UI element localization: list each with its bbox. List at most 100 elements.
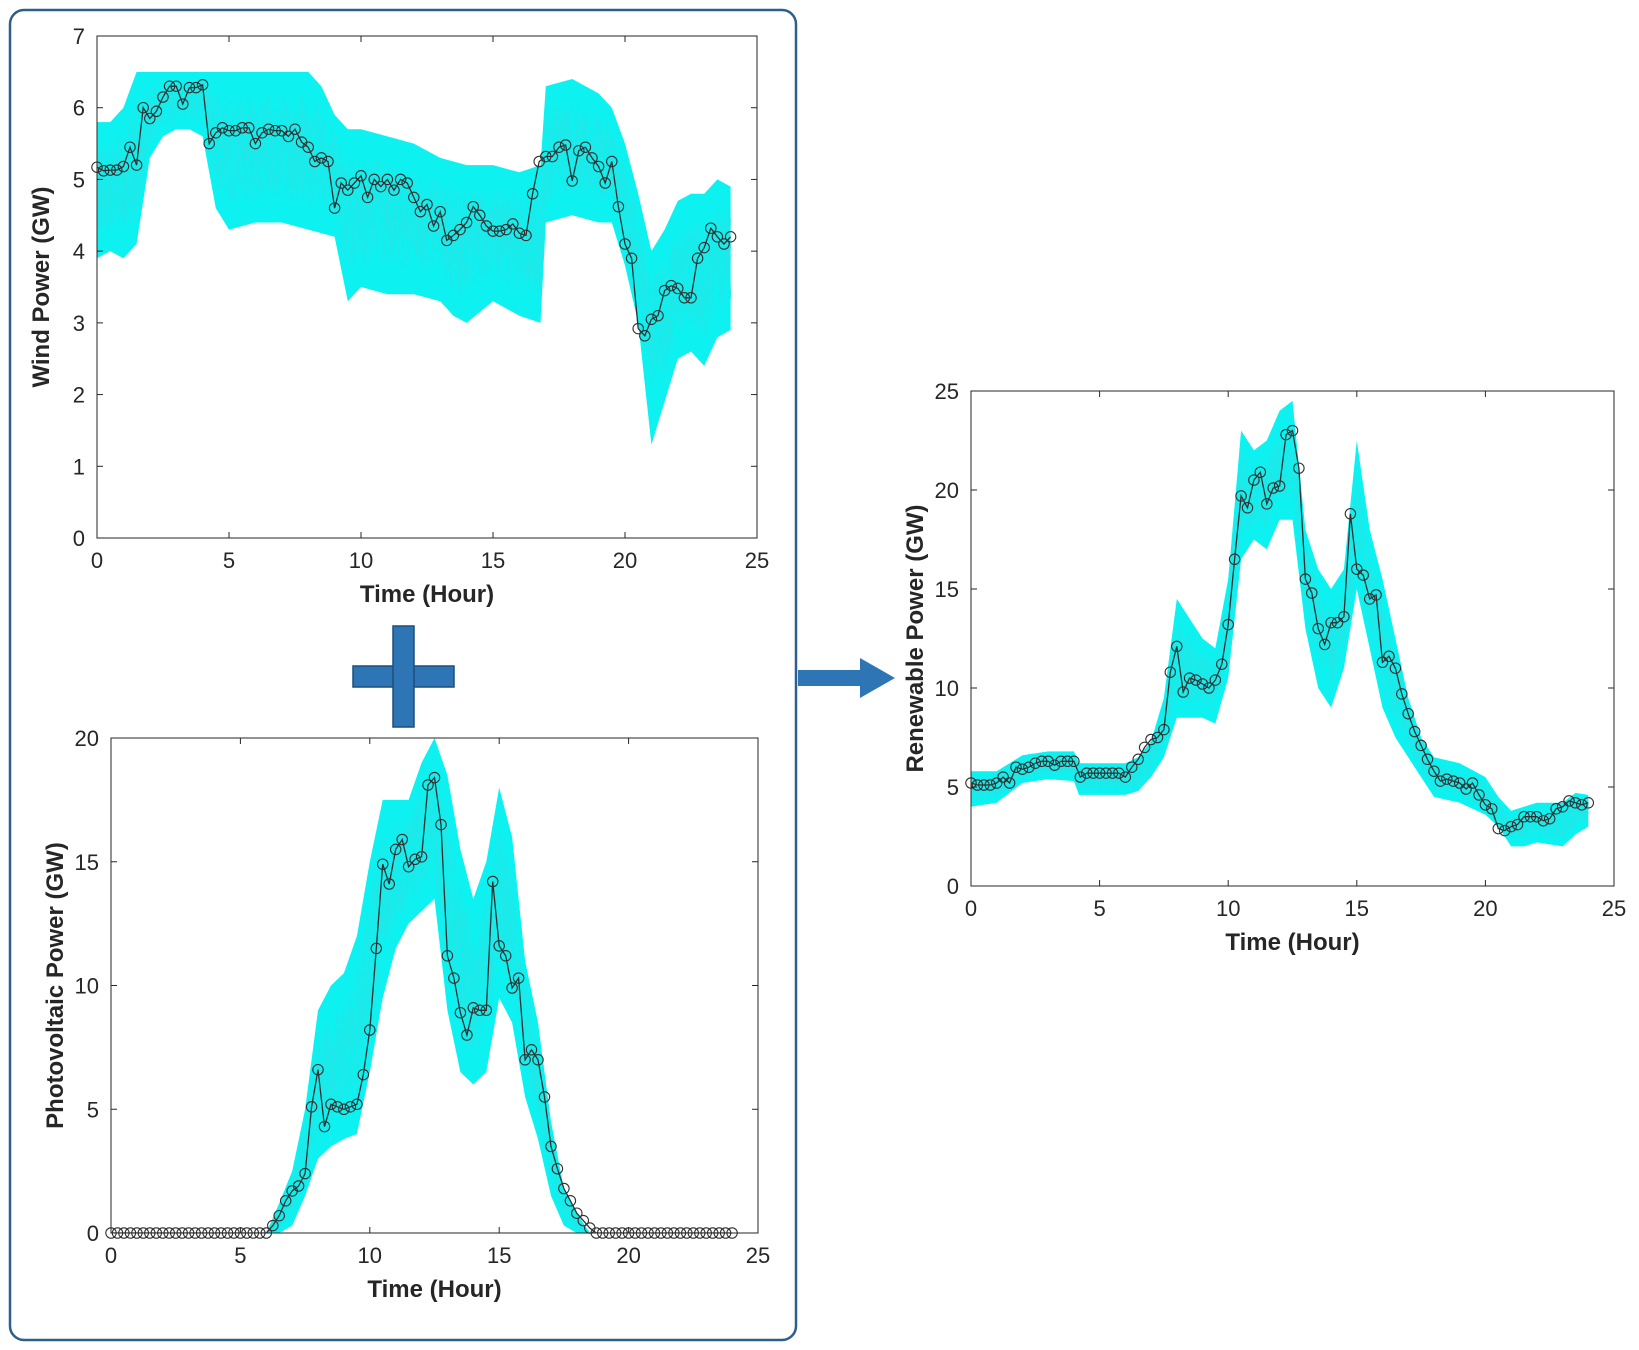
mean-point-marker [292,1180,305,1192]
mean-point-marker [1286,424,1299,437]
y-tick-label: 1 [73,454,85,479]
mean-point-marker [1203,682,1215,694]
mean-point-marker [1138,741,1151,754]
mean-point-marker [408,191,420,204]
mean-point-marker [97,165,110,177]
mean-point-marker [383,878,395,890]
mean-point-marker [305,1101,318,1113]
x-tick-label: 10 [349,548,373,573]
mean-point-marker [454,223,466,236]
mean-point-marker [427,220,440,232]
mean-point-marker [1524,810,1537,823]
mean-point-marker [573,144,585,157]
mean-point-marker [639,330,651,342]
mean-point-marker [1370,589,1382,601]
mean-point-marker [1396,688,1408,700]
mean-point-marker [1048,759,1061,771]
mean-point-marker [1003,777,1016,789]
mean-point-marker [1132,753,1144,766]
mean-point-marker [474,209,486,222]
mean-point-marker [434,205,446,218]
y-axis-label: Renewable Power (GW) [902,504,929,772]
plus-icon [352,625,455,728]
mean-point-marker [1273,480,1286,492]
mean-point-marker [368,173,380,186]
mean-point-marker [997,771,1009,783]
mean-point-marker [1447,775,1460,787]
x-tick-label: 15 [1345,896,1369,921]
mean-point-marker [513,227,526,239]
scenario-line [111,793,733,1233]
mean-point-marker [1569,797,1582,809]
mean-point-marker [1209,674,1222,686]
x-tick-label: 25 [746,1243,770,1268]
mean-point-marker [672,282,684,295]
mean-point-marker [223,124,235,137]
mean-point-marker [1106,767,1119,779]
mean-point-marker [526,188,539,200]
mean-point-marker [1376,656,1389,669]
wind-power-chart: 0 5 10 15 20 25 0 1 2 3 4 5 6 7 Time (Hour) Wind Power … [28,24,769,608]
mean-point-marker [243,122,255,134]
mean-point-marker [1254,466,1267,478]
mean-point-marker [506,982,518,994]
mean-point-marker [183,81,196,94]
mean-point-marker [1344,508,1357,520]
mean-point-marker [1331,616,1344,629]
scenario-line [111,777,733,1233]
mean-forecast-line [97,83,732,338]
mean-point-marker [1068,755,1080,768]
mean-point-marker [124,141,136,153]
mean-point-marker [474,1004,486,1017]
mean-point-marker [1312,622,1324,635]
mean-point-marker [467,200,479,213]
scenario-line [97,86,732,374]
mean-point-marker [1029,757,1042,769]
mean-point-marker [249,137,262,150]
arrow-right-icon [798,658,895,698]
mean-point-marker [1363,593,1376,605]
mean-point-marker [376,858,389,870]
mean-point-marker [685,292,697,304]
mean-point-marker [361,191,374,204]
mean-point-marker [1267,482,1279,494]
mean-point-marker [500,223,512,236]
mean-point-marker [1473,789,1485,801]
y-tick-label: 15 [935,577,959,602]
mean-point-marker [1158,723,1170,736]
mean-point-marker [117,160,130,173]
mean-point-marker [553,141,565,153]
scenario-line [97,82,732,368]
mean-point-marker [144,112,156,125]
mean-point-marker [318,1120,331,1133]
mean-point-marker [342,184,354,196]
mean-point-marker [370,942,383,955]
mean-point-marker [435,818,447,831]
y-tick-label: 15 [75,850,99,875]
mean-point-marker [493,225,506,237]
mean-point-marker [1055,755,1067,768]
mean-point-marker [1196,678,1209,690]
mean-point-marker [1216,658,1228,670]
mean-point-marker [1511,818,1524,831]
mean-point-marker [355,170,367,182]
mean-point-marker [480,1004,493,1017]
y-tick-label: 25 [935,379,959,404]
mean-point-marker [1531,810,1543,823]
mean-point-marker [236,122,248,134]
y-tick-label: 5 [73,167,85,192]
mean-point-marker [302,141,314,153]
y-tick-label: 20 [75,726,99,751]
axes-frame [96,35,758,539]
scenario-line [111,762,733,1233]
mean-point-marker [422,779,434,791]
mean-point-marker [571,1207,583,1219]
mean-point-marker [1119,771,1132,783]
mean-point-marker [1151,731,1164,744]
mean-point-marker [566,175,578,187]
mean-point-marker [1466,777,1479,789]
y-tick-label: 3 [73,311,85,336]
mean-point-marker [1556,801,1569,813]
scenario-line [111,771,733,1233]
y-tick-label: 10 [935,676,959,701]
